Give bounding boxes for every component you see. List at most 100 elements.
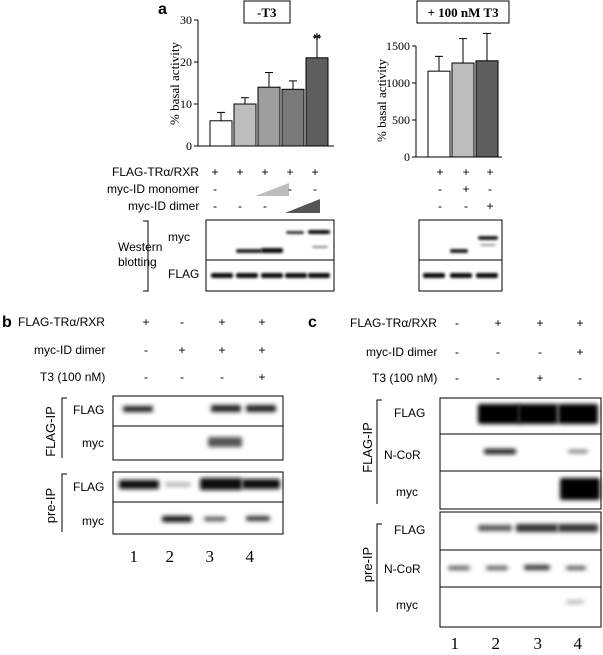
- band: [261, 273, 283, 278]
- western-label: Western: [118, 240, 163, 254]
- band: [478, 525, 512, 531]
- condition-value: +: [576, 345, 584, 359]
- band: [476, 273, 498, 278]
- band: [450, 273, 472, 278]
- blot-row-label: myc: [168, 230, 190, 244]
- bracket: [61, 397, 67, 458]
- bar: [209, 120, 233, 147]
- condition-value: -: [144, 370, 148, 384]
- condition-value: -: [455, 345, 459, 359]
- y-tick-label: 0: [186, 139, 192, 153]
- condition-value: +: [462, 165, 470, 179]
- group-label: pre-IP: [359, 546, 375, 582]
- band: [423, 273, 445, 278]
- lane-number: 1: [450, 633, 460, 653]
- band: [516, 524, 558, 532]
- condition-value: +: [258, 315, 266, 329]
- bar: [427, 70, 451, 158]
- band: [312, 246, 328, 248]
- condition-value: -: [213, 199, 217, 213]
- bar: [451, 62, 475, 158]
- bar: [475, 60, 499, 158]
- condition-label: FLAG-TRα/RXR: [18, 315, 105, 329]
- y-axis-label: % basal activity: [373, 58, 389, 142]
- band: [162, 516, 192, 522]
- condition-value: +: [494, 316, 502, 330]
- blot-frame: [112, 425, 284, 461]
- significance-mark: *: [313, 31, 321, 48]
- condition-value: -: [496, 345, 500, 359]
- y-axis-label: % basal activity: [166, 41, 182, 125]
- bar: [281, 88, 305, 147]
- lane-number: 1: [129, 546, 139, 566]
- condition-value: -: [263, 199, 267, 213]
- band: [568, 450, 588, 453]
- condition-value: -: [455, 316, 459, 330]
- condition-value: +: [218, 343, 226, 357]
- condition-value: -: [538, 345, 542, 359]
- band: [480, 244, 496, 246]
- condition-value: -: [180, 370, 184, 384]
- condition-value: +: [286, 165, 294, 179]
- band: [236, 273, 258, 278]
- band: [524, 565, 550, 570]
- dimer-ramp: [285, 199, 320, 213]
- y-tick-label: 500: [392, 113, 410, 127]
- band: [478, 236, 498, 240]
- panel-a-label: a: [158, 1, 167, 18]
- y-tick-label: 20: [180, 55, 192, 69]
- band: [484, 449, 516, 454]
- condition-label: FLAG-TRα/RXR: [350, 316, 437, 330]
- group-label: pre-IP: [42, 487, 58, 523]
- condition-value: +: [576, 316, 584, 330]
- condition-value: +: [261, 165, 269, 179]
- condition-value: -: [455, 371, 459, 385]
- blot-row-label: myc: [82, 514, 104, 528]
- condition-value: +: [258, 343, 266, 357]
- condition-value: +: [211, 165, 219, 179]
- band: [123, 406, 153, 412]
- y-tick-label: 10: [180, 97, 192, 111]
- monomer-ramp: [255, 183, 289, 196]
- band: [448, 566, 470, 570]
- condition-value: +: [258, 370, 266, 384]
- band: [246, 405, 276, 412]
- condition-value: +: [142, 315, 150, 329]
- blot-row-label: myc: [396, 598, 418, 612]
- lane-number: 3: [205, 546, 215, 566]
- blot-row-label: FLAG: [394, 406, 426, 420]
- band: [242, 479, 280, 489]
- blot-row-label: FLAG: [73, 480, 105, 494]
- lane-number: 2: [165, 546, 175, 566]
- band: [165, 482, 191, 487]
- condition-value: -: [213, 182, 217, 196]
- blot-row-label: N-CoR: [384, 562, 421, 576]
- bar: [257, 86, 281, 147]
- condition-value: -: [238, 199, 242, 213]
- condition-value: -: [144, 343, 148, 357]
- condition-value: +: [462, 182, 470, 196]
- bar: [305, 57, 329, 147]
- condition-value: -: [488, 182, 492, 196]
- condition-value: -: [288, 182, 292, 196]
- band: [204, 517, 226, 521]
- condition-value: +: [536, 316, 544, 330]
- band: [478, 404, 520, 424]
- condition-label: myc-ID dimer: [128, 199, 200, 213]
- band: [236, 249, 262, 253]
- blot-row-label: FLAG: [394, 523, 426, 537]
- band: [119, 480, 159, 489]
- band: [200, 478, 242, 490]
- condition-value: -: [438, 182, 442, 196]
- band: [518, 404, 558, 424]
- band: [558, 524, 598, 532]
- bracket: [376, 523, 382, 612]
- lane-number: 4: [573, 633, 583, 653]
- band: [566, 600, 584, 604]
- condition-value: +: [436, 165, 444, 179]
- y-tick-label: 1500: [386, 39, 410, 53]
- lane-number: 4: [245, 546, 255, 566]
- condition-label: myc-ID dimer: [34, 343, 106, 357]
